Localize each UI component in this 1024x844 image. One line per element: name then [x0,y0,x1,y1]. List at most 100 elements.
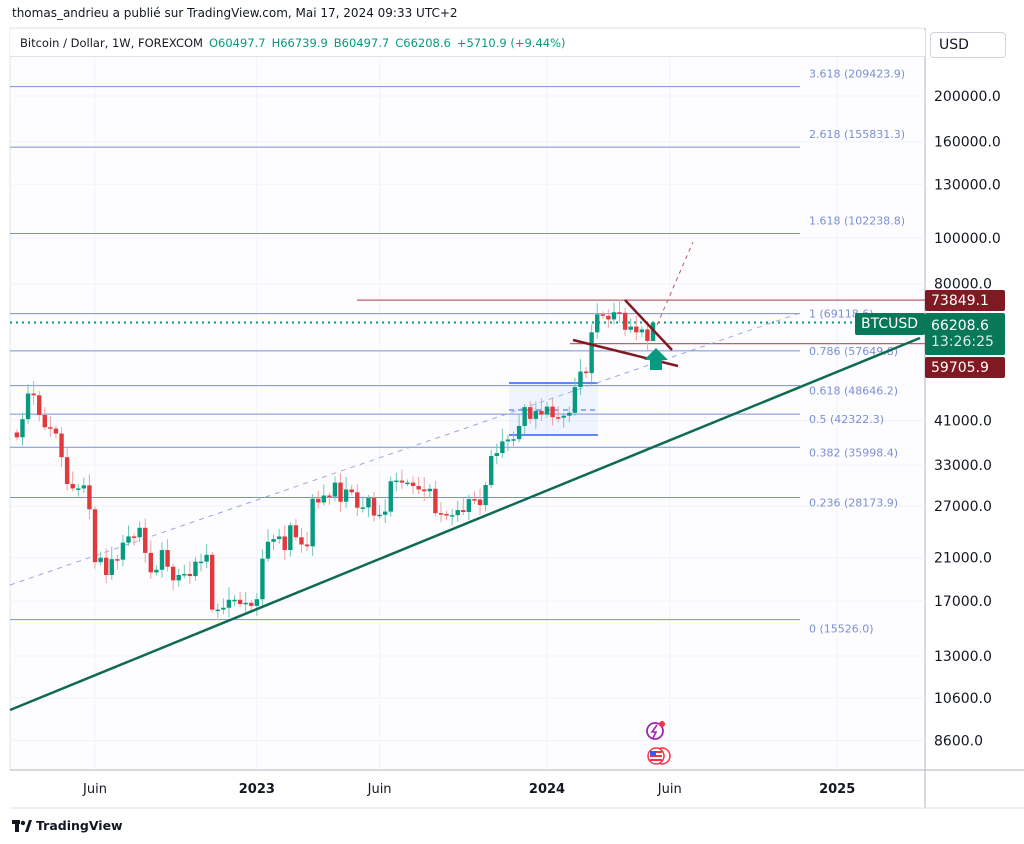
candle[interactable] [109,546,114,580]
candle[interactable] [528,400,533,424]
candle[interactable] [310,494,315,557]
candle[interactable] [555,406,561,423]
arrow-up-icon[interactable] [644,348,668,370]
candle[interactable] [427,484,433,498]
candle[interactable] [645,323,650,351]
candle[interactable] [533,401,539,429]
candle[interactable] [455,500,460,522]
candle[interactable] [595,303,600,339]
candle[interactable] [338,473,343,512]
candle[interactable] [53,425,59,439]
candle[interactable] [332,476,338,502]
candle[interactable] [567,406,572,423]
candle[interactable] [516,414,522,443]
candle[interactable] [288,522,293,557]
candle[interactable] [265,529,271,562]
candle[interactable] [634,315,639,341]
candle[interactable] [466,494,472,521]
wedge-upper-line[interactable] [624,299,673,351]
candle[interactable] [282,525,287,560]
candle[interactable] [103,548,109,584]
candle[interactable] [600,311,605,319]
candle[interactable] [483,481,488,512]
candle[interactable] [349,484,354,496]
candle[interactable] [143,518,148,563]
candle[interactable] [561,412,566,428]
candle[interactable] [115,554,120,570]
symbol-name[interactable]: Bitcoin / Dollar, 1W, FOREXCOM [20,36,203,50]
candle[interactable] [572,377,578,416]
candle[interactable] [182,564,187,579]
candle[interactable] [321,484,326,506]
candle[interactable] [226,587,232,618]
candle[interactable] [461,497,466,516]
candle[interactable] [505,434,511,452]
candle[interactable] [360,496,366,513]
candle[interactable] [271,534,276,550]
candle[interactable] [42,407,47,431]
candle[interactable] [165,539,170,572]
candle[interactable] [170,563,176,591]
candle[interactable] [500,428,505,458]
candle[interactable] [131,533,137,546]
candle[interactable] [254,592,260,616]
candle[interactable] [126,525,131,546]
candle[interactable] [433,480,438,517]
candle[interactable] [304,531,310,552]
candle[interactable] [48,416,53,437]
candle[interactable] [410,476,416,495]
candle[interactable] [154,565,159,576]
candle[interactable] [394,472,399,492]
candle[interactable] [416,476,421,495]
candle[interactable] [198,553,204,572]
candle[interactable] [249,599,254,611]
candle[interactable] [477,488,483,515]
candle[interactable] [70,471,75,492]
candle[interactable] [522,404,527,435]
candle[interactable] [137,521,142,543]
candle[interactable] [187,561,193,585]
candle[interactable] [550,398,555,426]
candle[interactable] [438,502,444,523]
candle[interactable] [316,490,321,509]
candle[interactable] [221,598,226,615]
candle[interactable] [37,390,42,422]
candle[interactable] [617,299,622,323]
candle[interactable] [120,534,126,567]
candle[interactable] [148,540,154,579]
candle[interactable] [449,508,455,526]
projection-line[interactable] [656,241,694,326]
candle[interactable] [494,443,499,465]
candle[interactable] [472,491,477,505]
tradingview-logo[interactable]: TradingView [12,818,123,833]
candle[interactable] [204,543,209,569]
candle[interactable] [31,381,36,406]
candle[interactable] [59,427,64,468]
candle[interactable] [210,551,215,613]
support-trendline[interactable] [9,336,921,712]
candle[interactable] [87,474,92,520]
candle[interactable] [511,431,516,446]
candle[interactable] [76,483,81,497]
candle[interactable] [81,477,87,494]
candle[interactable] [578,359,583,396]
candle[interactable] [293,519,299,541]
candle[interactable] [327,492,332,505]
candle[interactable] [98,551,103,566]
candle[interactable] [622,308,628,337]
candle[interactable] [489,449,494,489]
candle[interactable] [215,603,220,618]
candle[interactable] [382,499,388,523]
candle[interactable] [64,447,70,491]
candle[interactable] [366,494,371,518]
candle[interactable] [583,366,589,378]
candle[interactable] [237,591,243,608]
lightning-icon[interactable] [646,721,665,740]
candle[interactable] [232,595,237,607]
candle[interactable] [159,542,165,578]
candle[interactable] [539,398,544,421]
candle[interactable] [260,549,265,606]
candle[interactable] [422,476,427,502]
candle[interactable] [611,302,617,325]
